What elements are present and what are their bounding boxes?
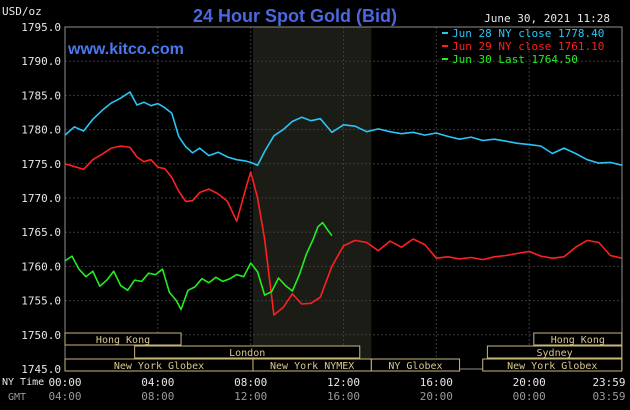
x-tick-label-gmt: 20:00 <box>420 390 453 403</box>
legend-entry: Jun 28 NY close 1778.40 <box>452 27 604 40</box>
x-tick-label-ny: 23:59 <box>592 376 625 389</box>
session-label: New York NYMEX <box>270 361 354 372</box>
y-tick-label: 1750.0 <box>21 329 61 342</box>
series-lines <box>64 91 622 316</box>
x-axis-ny-label: NY Time <box>2 377 44 388</box>
x-tick-label-gmt: 04:00 <box>48 390 81 403</box>
session-bar <box>486 345 623 359</box>
session-bar <box>482 358 623 372</box>
y-tick-label: 1755.0 <box>21 295 61 308</box>
session-label: Sydney <box>537 348 573 359</box>
y-axis: 1795.0 1790.0 1785.0 1780.0 1775.0 1770.0 1765… <box>21 21 61 376</box>
x-tick-label-ny: 08:00 <box>234 376 267 389</box>
x-tick-label-ny: 00:00 <box>48 376 81 389</box>
y-tick-label: 1780.0 <box>21 124 61 137</box>
nymex-session-band <box>252 27 372 360</box>
y-tick-label: 1745.0 <box>21 363 61 376</box>
y-axis-unit-label: USD/oz <box>2 5 42 18</box>
series-line <box>64 221 333 311</box>
series-line <box>64 145 622 316</box>
x-axis: 00:00 04:00 08:00 12:00 16:00 20:00 23:5904:00… <box>48 376 625 403</box>
x-tick-label-gmt: 00:00 <box>513 390 546 403</box>
x-tick-label-gmt: 03:59 <box>592 390 625 403</box>
y-tick-label: 1790.0 <box>21 55 61 68</box>
legend-entry: Jun 30 Last 1764.50 <box>452 53 578 66</box>
session-label: New York Globex <box>114 361 204 372</box>
series-line <box>64 91 622 166</box>
session-bar <box>64 332 182 346</box>
x-tick-label-ny: 04:00 <box>141 376 174 389</box>
session-bars: Hong Kong London New York Globex New York N… <box>64 332 623 372</box>
x-tick-label-ny: 16:00 <box>420 376 453 389</box>
x-tick-label-ny: 12:00 <box>327 376 360 389</box>
chart-timestamp: June 30, 2021 11:28 <box>484 12 610 25</box>
y-tick-label: 1795.0 <box>21 21 61 34</box>
y-tick-label: 1775.0 <box>21 158 61 171</box>
y-tick-label: 1765.0 <box>21 226 61 239</box>
y-tick-label: 1770.0 <box>21 192 61 205</box>
chart-title: 24 Hour Spot Gold (Bid) <box>193 6 397 26</box>
session-bar <box>134 345 361 359</box>
kitco-watermark: www.kitco.com <box>67 41 184 58</box>
legend-entry: Jun 29 NY close 1761.10 <box>452 40 604 53</box>
x-tick-label-gmt: 08:00 <box>141 390 174 403</box>
session-label: Hong Kong <box>551 335 605 346</box>
session-label: Hong Kong <box>96 335 150 346</box>
session-label: London <box>229 348 265 359</box>
session-bar <box>533 332 623 346</box>
x-axis-gmt-label: GMT <box>8 392 26 403</box>
x-tick-label-gmt: 16:00 <box>327 390 360 403</box>
x-tick-label-ny: 20:00 <box>513 376 546 389</box>
y-tick-label: 1785.0 <box>21 89 61 102</box>
y-tick-label: 1760.0 <box>21 260 61 273</box>
session-bar <box>370 358 461 372</box>
session-label: NY Globex <box>388 361 442 372</box>
session-label: New York Globex <box>507 361 597 372</box>
x-tick-label-gmt: 12:00 <box>234 390 267 403</box>
